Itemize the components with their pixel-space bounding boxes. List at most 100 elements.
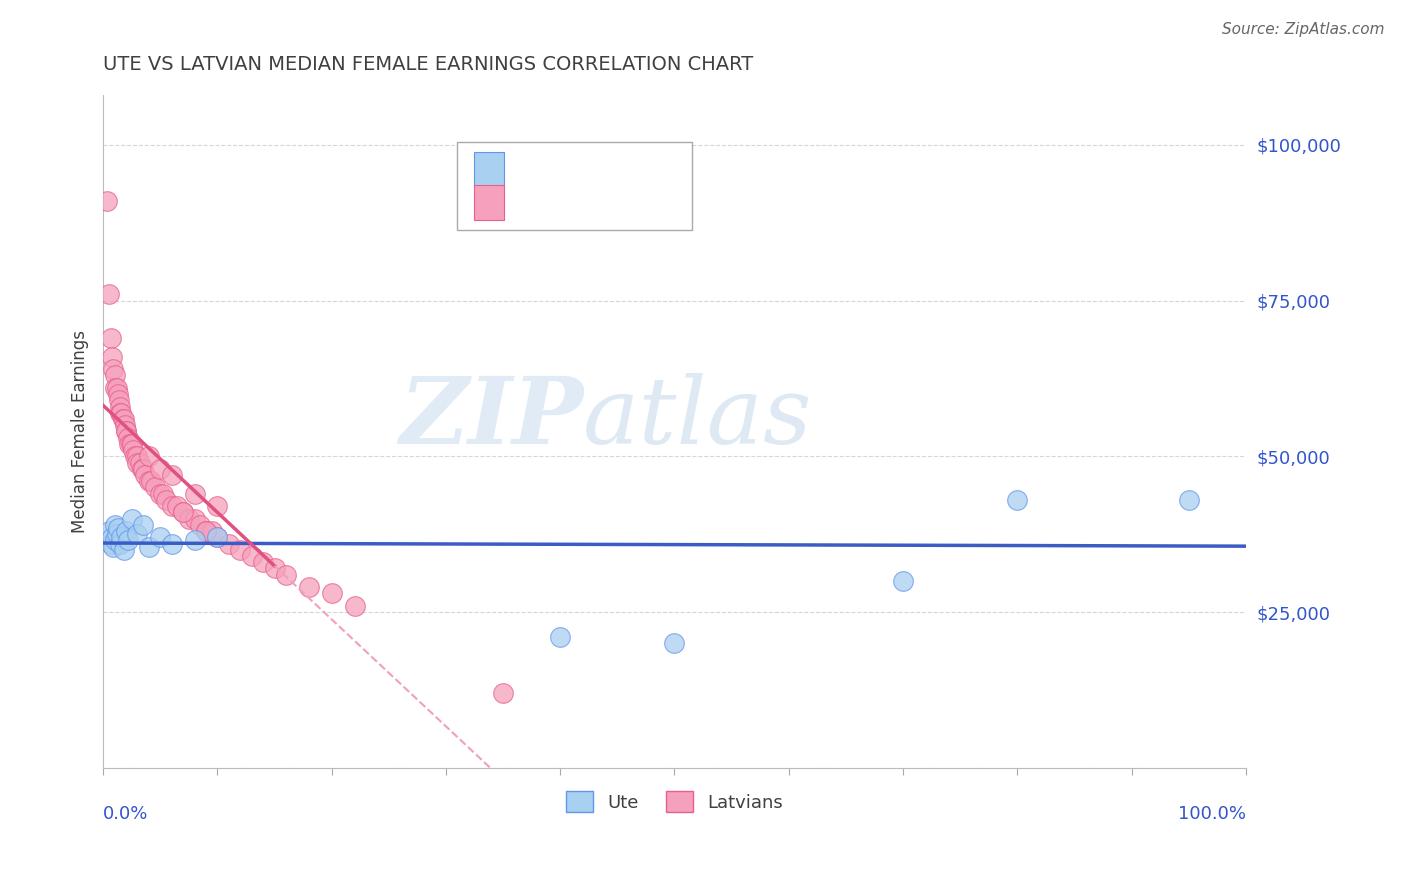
Point: [166, 499, 188, 513]
Point: [207, 530, 229, 544]
FancyBboxPatch shape: [457, 142, 692, 229]
Point: [101, 350, 124, 364]
Y-axis label: Median Female Earnings: Median Female Earnings: [72, 330, 89, 533]
FancyBboxPatch shape: [474, 152, 505, 186]
Point: [105, 527, 128, 541]
Point: [207, 530, 229, 544]
Point: [115, 524, 138, 538]
Point: [155, 492, 177, 507]
Point: [108, 393, 131, 408]
Point: [149, 462, 172, 476]
Point: [194, 524, 217, 538]
Point: [97, 524, 120, 538]
Point: [103, 540, 125, 554]
Point: [139, 475, 162, 489]
Text: 0.0%: 0.0%: [103, 805, 149, 822]
Point: [110, 406, 132, 420]
Point: [103, 533, 125, 548]
Point: [111, 412, 134, 426]
Point: [183, 533, 205, 548]
Point: [218, 536, 240, 550]
Legend: Ute, Latvians: Ute, Latvians: [558, 784, 790, 819]
Point: [132, 517, 155, 532]
Point: [172, 505, 194, 519]
Point: [160, 499, 183, 513]
Point: [117, 431, 139, 445]
Point: [128, 456, 150, 470]
Point: [118, 437, 141, 451]
Point: [201, 524, 224, 538]
Point: [240, 549, 263, 563]
Point: [492, 686, 515, 700]
Point: [107, 521, 129, 535]
Point: [105, 381, 128, 395]
Point: [152, 486, 174, 500]
Point: [134, 468, 156, 483]
Text: R = -0.198: R = -0.198: [516, 194, 605, 211]
Point: [121, 443, 143, 458]
Point: [127, 450, 149, 464]
Point: [207, 499, 229, 513]
Text: N = 62: N = 62: [616, 194, 679, 211]
Point: [120, 437, 142, 451]
Point: [121, 511, 143, 525]
Point: [321, 586, 343, 600]
Point: [110, 536, 132, 550]
Text: ZIP: ZIP: [399, 373, 583, 463]
Point: [112, 542, 135, 557]
Text: 100.0%: 100.0%: [1178, 805, 1246, 822]
Point: [127, 527, 149, 541]
Point: [103, 368, 125, 383]
Point: [177, 511, 200, 525]
Text: R = -0.010: R = -0.010: [516, 161, 605, 178]
Point: [96, 194, 118, 208]
Point: [110, 406, 132, 420]
Point: [121, 437, 143, 451]
Point: [891, 574, 914, 588]
Point: [97, 287, 120, 301]
Point: [107, 387, 129, 401]
Point: [110, 400, 132, 414]
Point: [194, 524, 217, 538]
Point: [548, 630, 571, 644]
Point: [103, 362, 125, 376]
Text: atlas: atlas: [583, 373, 813, 463]
Point: [138, 475, 160, 489]
Point: [103, 381, 125, 395]
Point: [183, 486, 205, 500]
Point: [110, 530, 132, 544]
Point: [115, 425, 138, 439]
Point: [127, 456, 149, 470]
Point: [183, 511, 205, 525]
Point: [149, 486, 172, 500]
Point: [103, 517, 125, 532]
Point: [100, 331, 122, 345]
Point: [188, 517, 211, 532]
Point: [101, 530, 124, 544]
Point: [114, 418, 136, 433]
Point: [160, 536, 183, 550]
Point: [343, 599, 366, 613]
FancyBboxPatch shape: [474, 186, 505, 220]
Point: [149, 530, 172, 544]
Point: [112, 412, 135, 426]
Point: [664, 636, 686, 650]
Text: UTE VS LATVIAN MEDIAN FEMALE EARNINGS CORRELATION CHART: UTE VS LATVIAN MEDIAN FEMALE EARNINGS CO…: [103, 55, 754, 74]
Point: [274, 567, 297, 582]
Point: [138, 450, 160, 464]
Point: [298, 580, 321, 594]
Point: [263, 561, 285, 575]
Point: [172, 505, 194, 519]
Point: [252, 555, 274, 569]
Point: [138, 540, 160, 554]
Point: [1177, 492, 1199, 507]
Point: [117, 533, 139, 548]
Point: [131, 462, 153, 476]
Point: [100, 536, 122, 550]
Point: [229, 542, 252, 557]
Point: [1007, 492, 1029, 507]
Point: [115, 425, 138, 439]
Point: [132, 462, 155, 476]
Text: Source: ZipAtlas.com: Source: ZipAtlas.com: [1222, 22, 1385, 37]
Point: [160, 468, 183, 483]
